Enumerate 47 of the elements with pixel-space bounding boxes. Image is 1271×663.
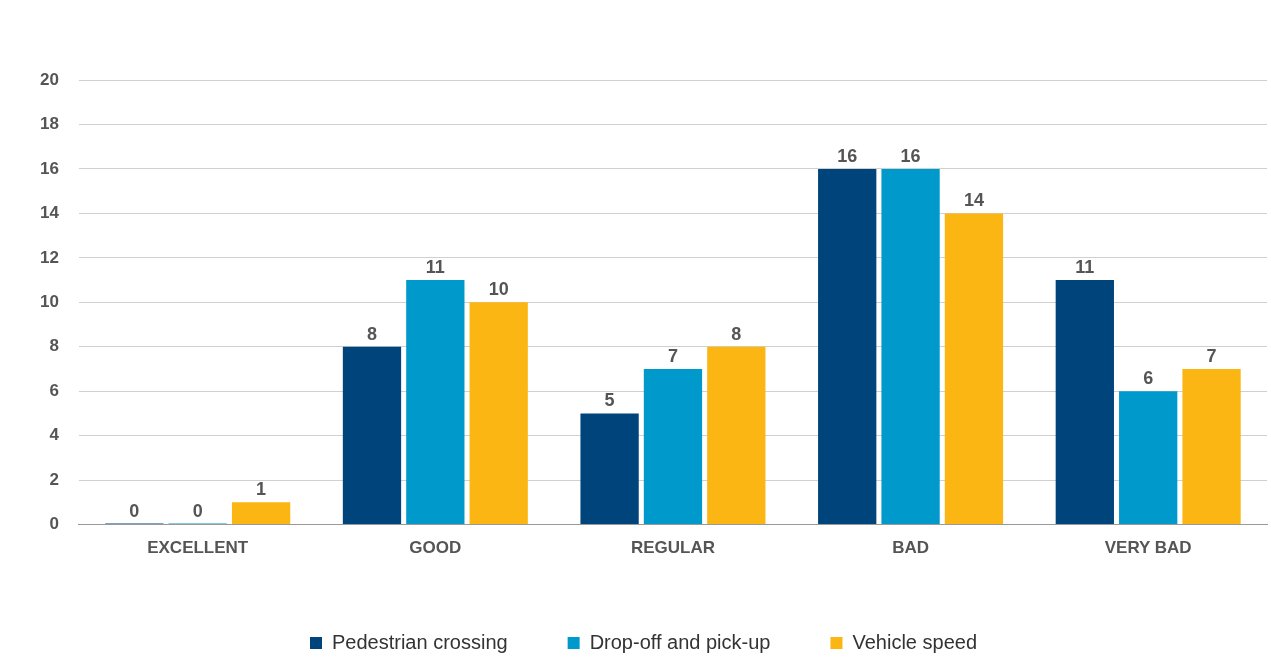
x-tick-label: EXCELLENT [147,538,249,558]
bar [1055,280,1114,525]
y-tick-label: 14 [39,203,60,223]
data-label: 11 [425,257,445,278]
legend-label: Vehicle speed [852,630,978,653]
data-label: 1 [256,479,267,500]
legend-label: Pedestrian crossing [331,630,508,653]
bar [580,413,639,525]
bar [818,168,877,525]
y-tick-label: 12 [39,247,59,267]
bar [231,502,291,525]
bar [342,346,402,525]
data-label: 0 [129,500,140,521]
bar [1119,391,1178,525]
x-tick-label: BAD [892,538,929,558]
y-tick-label: 8 [49,336,59,356]
bar [643,368,703,525]
data-label: 7 [1206,345,1217,366]
y-tick-label: 6 [49,380,59,400]
data-label: 8 [731,323,742,344]
y-tick-label: 18 [39,114,59,134]
y-tick-label: 10 [39,291,59,311]
data-label: 10 [488,279,509,300]
x-tick-label: GOOD [409,538,462,558]
bar [707,346,766,525]
data-label: 0 [192,500,203,521]
data-label: 16 [900,145,921,166]
data-label: 14 [963,190,984,211]
data-label: 11 [1075,257,1095,278]
data-label: 8 [366,323,377,344]
bar [881,168,940,525]
bar [944,213,1004,525]
x-tick-label: VERY BAD [1104,538,1192,558]
data-label: 7 [667,345,678,366]
y-tick-label: 4 [49,425,60,445]
bar [469,302,528,525]
data-label: 5 [604,390,615,411]
y-tick-label: 0 [49,514,59,534]
x-tick-label: REGULAR [630,538,715,558]
bar [1182,368,1241,525]
data-label: 16 [837,145,858,166]
legend-label: Drop-off and pick-up [589,630,771,653]
bar [406,280,465,525]
y-tick-label: 2 [49,469,59,489]
data-label: 6 [1143,368,1154,389]
y-tick-label: 16 [39,158,59,178]
y-tick-label: 20 [39,69,59,89]
